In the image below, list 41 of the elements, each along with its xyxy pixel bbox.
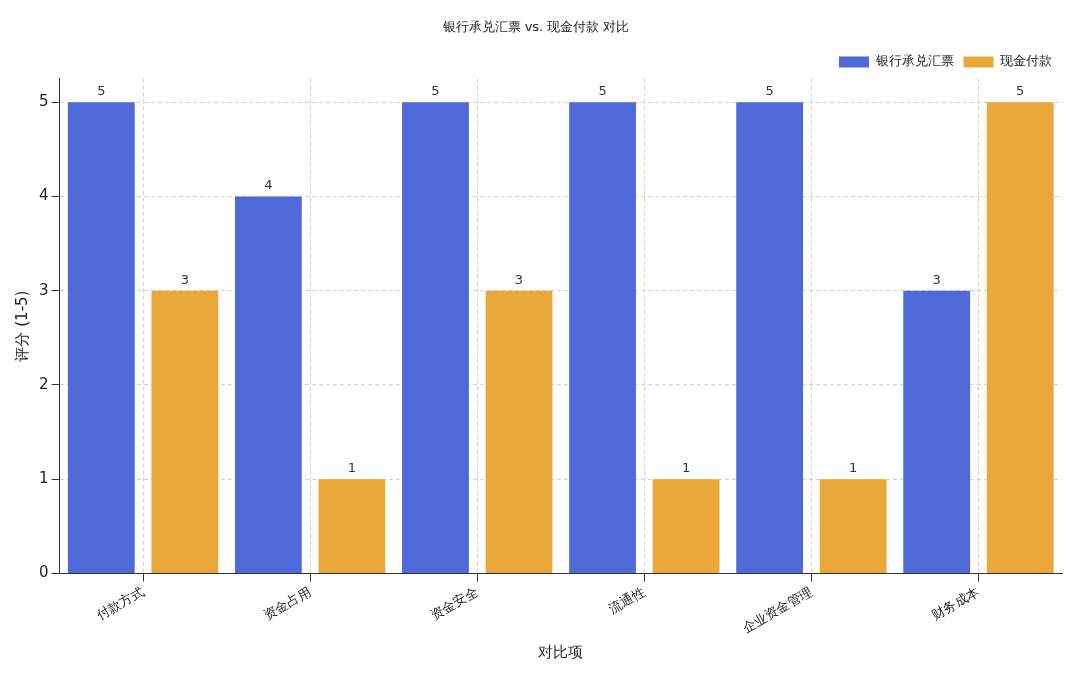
x-tick-label: 企业资金管理 [739,583,815,636]
x-tick-label: 付款方式 [92,583,147,624]
bar [318,479,386,573]
data-label: 3 [932,271,941,287]
x-tick-label: 流通性 [606,583,648,617]
x-tick-label: 资金安全 [427,583,481,623]
chart-title: 银行承兑汇票 vs. 现金付款 对比 [441,19,630,35]
bar [569,102,636,573]
data-label: 1 [347,460,357,476]
bar [819,479,887,573]
data-label: 5 [431,83,440,99]
bar [652,479,720,573]
x-tick-label: 财务成本 [929,583,982,623]
data-label: 3 [514,271,524,287]
bar [903,290,971,573]
data-label: 3 [180,271,189,287]
bar [67,102,135,573]
bar [402,102,469,573]
y-tick-label: 1 [39,469,49,488]
y-axis-title: 评分 (1-5) [12,290,31,362]
y-tick-label: 0 [39,563,49,582]
x-tick-label: 资金占用 [260,583,314,623]
y-tick-label: 4 [39,186,49,205]
bar [485,290,553,573]
bar [736,102,804,573]
y-tick-label: 5 [39,92,49,111]
data-label: 5 [765,83,774,99]
legend-label: 现金付款 [1000,53,1052,69]
data-label: 1 [849,460,858,476]
data-label: 4 [264,177,273,193]
data-label: 5 [97,83,106,99]
y-tick-label: 2 [39,374,49,393]
bar [151,290,219,573]
bar [986,102,1054,573]
legend-label: 银行承兑汇票 [874,53,954,69]
data-label: 5 [1016,83,1025,99]
y-tick-label: 3 [39,280,49,299]
x-axis-title: 对比项 [538,642,584,661]
data-label: 5 [598,83,607,99]
bar [234,196,302,573]
data-label: 1 [681,460,691,476]
